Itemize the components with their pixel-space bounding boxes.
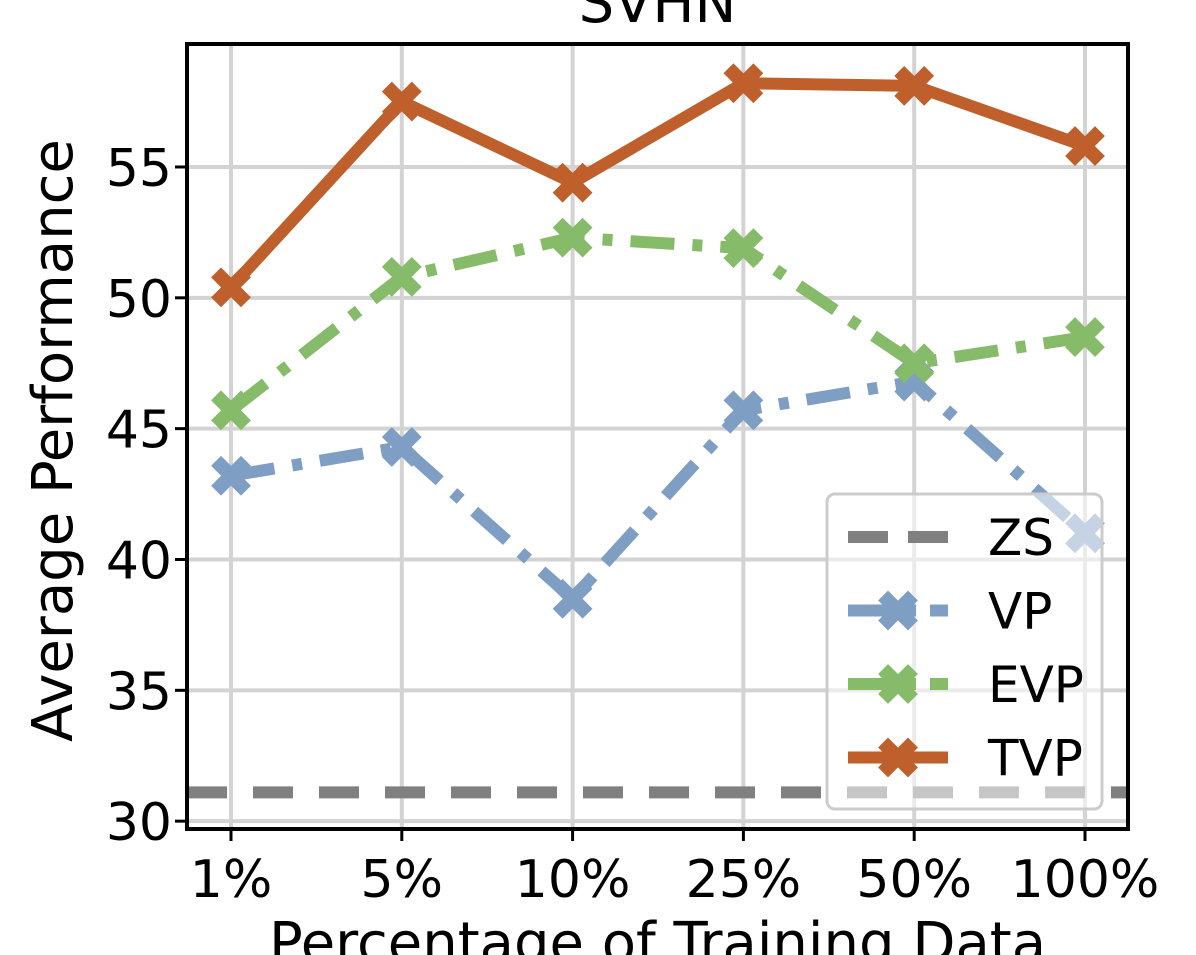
x-tick-label: 25%	[686, 850, 802, 910]
vp-data-point	[381, 427, 422, 467]
evp-series-line	[227, 231, 1086, 416]
vp-data-point	[211, 455, 251, 496]
evp-data-point	[552, 217, 593, 258]
x-axis-label: Percentage of Training Data	[269, 911, 1046, 955]
tvp-data-point	[894, 65, 935, 106]
axis-ticks: 1% 5% 10% 25% 50% 100% 30 35 40 45 50 55	[106, 139, 1160, 910]
tvp-data-point	[1065, 126, 1105, 166]
x-tick-label: 10%	[515, 850, 631, 910]
plot-frame	[185, 42, 1130, 831]
legend: ZS VP EVP TVP	[825, 492, 1104, 811]
x-tick-label: 50%	[856, 850, 972, 910]
legend-box	[825, 492, 1104, 811]
y-tick-label: 40	[106, 531, 172, 591]
tvp-data-point	[552, 162, 593, 203]
evp-data-point	[1065, 317, 1105, 357]
y-tick-label: 30	[106, 793, 172, 853]
y-axis-label: Average Performance	[21, 139, 86, 742]
evp-data-point	[723, 228, 764, 268]
evp-data-point	[894, 343, 935, 384]
legend-zs-label: ZS	[988, 509, 1054, 567]
legend-evp-marker	[878, 664, 918, 704]
tvp-series-line	[226, 77, 1087, 292]
legend-vp-label: VP	[988, 583, 1052, 641]
legend-vp-marker	[878, 590, 918, 631]
vp-data-point	[723, 390, 764, 431]
vp-data-point	[552, 578, 593, 619]
x-tick-label: 5%	[361, 850, 444, 910]
y-tick-label: 45	[106, 401, 172, 461]
legend-evp-label: EVP	[988, 656, 1084, 714]
x-tick-label: 100%	[1011, 850, 1160, 910]
legend-tvp-label: TVP	[987, 730, 1083, 788]
evp-data-point	[211, 390, 251, 431]
y-tick-label: 55	[106, 139, 172, 199]
y-tick-label: 35	[106, 662, 172, 722]
tvp-data-point	[723, 63, 764, 104]
chart-title: SVHN	[579, 0, 737, 36]
evp-data-point	[381, 256, 422, 297]
tvp-data-point	[381, 81, 422, 122]
y-tick-label: 50	[106, 270, 172, 330]
tvp-data-point	[211, 267, 251, 308]
x-tick-label: 1%	[190, 850, 273, 910]
legend-tvp-marker	[878, 737, 918, 778]
